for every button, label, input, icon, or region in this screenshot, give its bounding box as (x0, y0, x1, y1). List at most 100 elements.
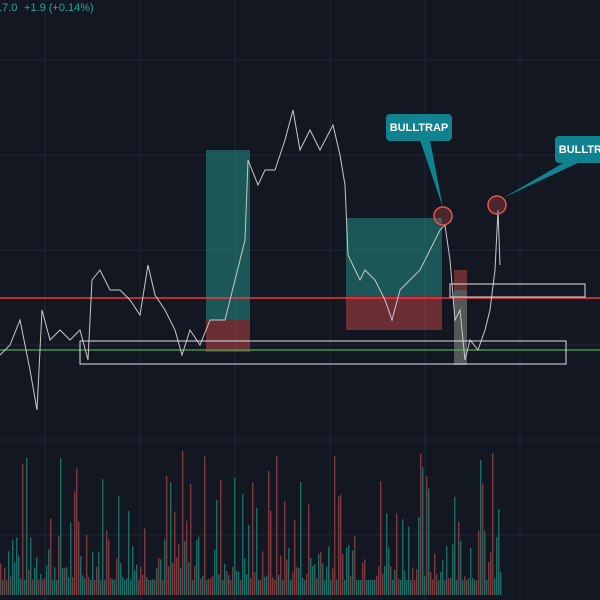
volume-bar (192, 579, 194, 595)
volume-bar (342, 554, 344, 595)
volume-bar (386, 513, 388, 595)
volume-bar (32, 579, 34, 595)
volume-bar (250, 578, 252, 595)
volume-bar (96, 566, 98, 595)
change-text: +1.9 (+0.14%) (24, 2, 94, 14)
marker-circle (433, 206, 453, 226)
volume-bar (170, 482, 172, 595)
volume-bar (338, 496, 340, 595)
volume-bar (16, 537, 18, 595)
volume-bar (486, 579, 488, 595)
volume-bar (384, 565, 386, 595)
volume-bar (300, 481, 302, 595)
volume-bar (146, 577, 148, 595)
volume-bar (306, 574, 308, 595)
volume-bar (370, 579, 372, 595)
volume-bar (436, 574, 438, 595)
volume-bar (242, 493, 244, 595)
volume-bar (278, 574, 280, 595)
volume-bar (458, 521, 460, 595)
volume-bar (76, 468, 78, 595)
volume-bar (410, 579, 412, 595)
profit-zone (346, 218, 442, 296)
volume-bar (122, 576, 124, 595)
volume-bar (374, 579, 376, 595)
volume-bar (388, 547, 390, 595)
volume-bar (450, 578, 452, 595)
volume-bar (88, 577, 90, 595)
volume-bar (316, 577, 318, 595)
volume-bar (60, 457, 62, 595)
volume-bar (176, 557, 178, 595)
volume-bar (396, 513, 398, 595)
volume-bar (248, 524, 250, 595)
volume-bar (422, 467, 424, 595)
volume-bar (328, 546, 330, 595)
volume-bar (430, 572, 432, 595)
volume-bar (286, 559, 288, 595)
volume-bar (228, 574, 230, 595)
volume-bar (312, 566, 314, 595)
volume-bar (136, 564, 138, 595)
volume-bar (40, 573, 42, 595)
volume-bar (54, 567, 56, 595)
volume-bar (452, 544, 454, 595)
volume-bar (92, 551, 94, 595)
volume-bar (110, 578, 112, 595)
volume-bar (266, 575, 268, 595)
volume-bar (362, 562, 364, 595)
volume-bar (68, 577, 70, 595)
volume-bar (194, 565, 196, 595)
volume-bar (30, 537, 32, 595)
volume-bar (442, 560, 444, 595)
volume-bar (216, 499, 218, 595)
volume-bar (184, 541, 186, 595)
volume-bar (218, 574, 220, 595)
volume-bar (94, 579, 96, 595)
volume-bar (488, 561, 490, 595)
volume-bar (256, 507, 258, 595)
volume-bar (196, 539, 198, 595)
volume-bar (494, 578, 496, 595)
volume-bar (14, 562, 16, 595)
volume-bar (352, 550, 354, 595)
volume-bar (366, 579, 368, 595)
volume-bar (12, 540, 14, 595)
volume-bar (108, 539, 110, 595)
volume-bar (368, 579, 370, 595)
volume-bar (326, 566, 328, 595)
volume-bar (56, 579, 58, 595)
volume-bar (372, 579, 374, 595)
volume-bar (288, 548, 290, 595)
volume-bar (6, 579, 8, 595)
volume-bar (236, 570, 238, 595)
volume-bar (408, 526, 410, 595)
volume-bar (182, 451, 184, 595)
volume-bar (268, 470, 270, 595)
volume-bar (106, 530, 108, 595)
volume-bar (310, 557, 312, 595)
volume-bar (470, 548, 472, 595)
volume-bar (390, 566, 392, 595)
volume-bar (440, 572, 442, 595)
marker-circle (487, 195, 507, 215)
volume-bar (154, 579, 156, 595)
volume-bar (434, 553, 436, 595)
volume-bar (460, 540, 462, 595)
volume-bar (334, 455, 336, 595)
volume-bar (344, 579, 346, 595)
volume-bar (178, 544, 180, 595)
profit-zone (454, 290, 467, 365)
volume-bar (8, 551, 10, 595)
volume-bar (358, 579, 360, 595)
volume-bar (376, 575, 378, 595)
volume-bar (222, 579, 224, 595)
volume-bar (212, 576, 214, 595)
zone-box (79, 340, 567, 365)
volume-bar (332, 568, 334, 595)
volume-bar (432, 579, 434, 595)
volume-bar (164, 539, 166, 595)
volume-bar (380, 481, 382, 595)
